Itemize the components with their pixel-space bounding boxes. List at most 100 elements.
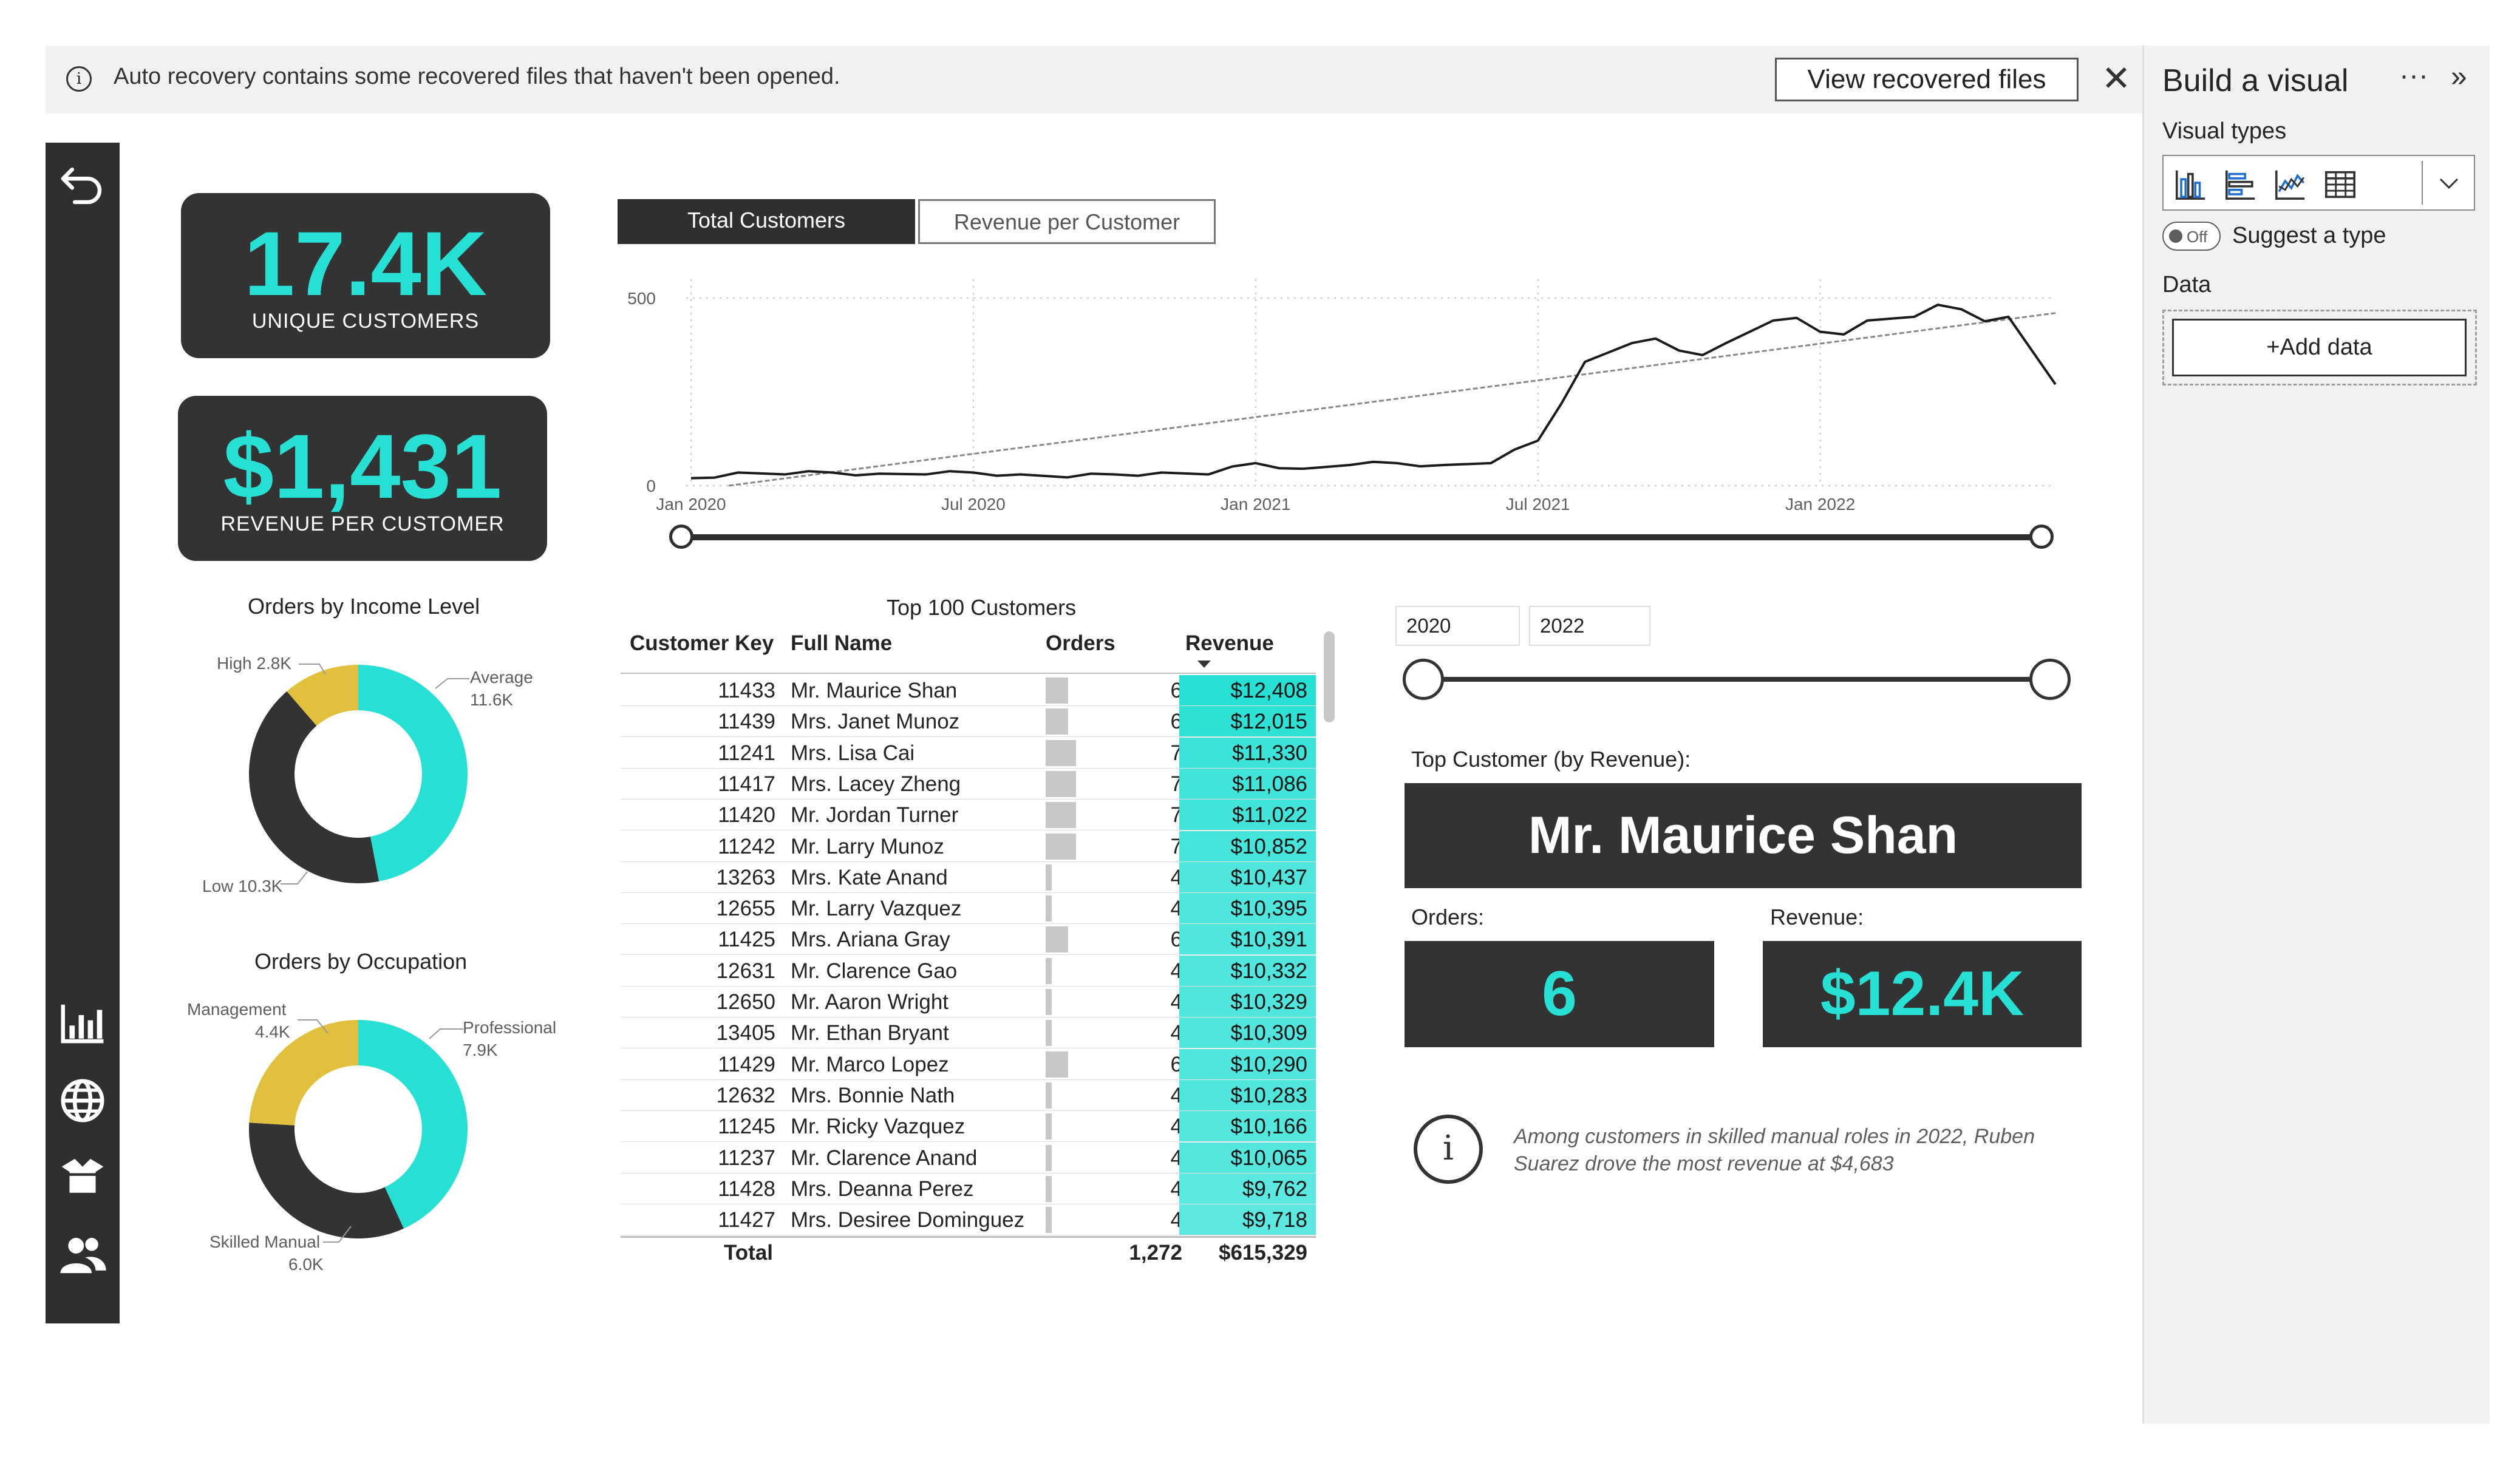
- cell-full-name: Mrs. Kate Anand: [791, 865, 948, 889]
- table-row[interactable]: 11245 Mr. Ricky Vazquez 4 $10,166: [621, 1111, 1316, 1143]
- income-leader-average: [435, 678, 469, 689]
- line-chart-icon[interactable]: [2273, 167, 2308, 202]
- product-box-icon[interactable]: [46, 1147, 120, 1207]
- row-divider: [621, 736, 1316, 738]
- occupation-label-professional: Professional: [463, 1018, 557, 1037]
- table-row[interactable]: 13263 Mrs. Kate Anand 4 $10,437: [621, 861, 1316, 893]
- cell-revenue: $10,065: [1179, 1142, 1316, 1173]
- table-icon[interactable]: [2323, 167, 2358, 202]
- more-options-icon[interactable]: ···: [2399, 59, 2428, 92]
- table-row[interactable]: 12632 Mrs. Bonnie Nath 4 $10,283: [621, 1079, 1316, 1111]
- cell-orders: 4: [1170, 1021, 1182, 1045]
- cell-customer-key: 11425: [718, 928, 775, 952]
- bar-chart-icon[interactable]: [46, 993, 120, 1053]
- cell-orders: 4: [1170, 865, 1182, 889]
- row-divider: [621, 861, 1316, 862]
- date-start-input[interactable]: 2020: [1395, 606, 1520, 646]
- column-header-orders[interactable]: Orders: [1046, 631, 1115, 655]
- visual-types-picker[interactable]: [2162, 155, 2475, 211]
- orders-data-bar: [1046, 1082, 1052, 1109]
- add-data-button[interactable]: +Add data: [2172, 319, 2467, 376]
- table-row[interactable]: 11425 Mrs. Ariana Gray 6 $10,391: [621, 924, 1316, 956]
- orders-data-bar: [1046, 678, 1068, 704]
- occupation-leader-management: [298, 1019, 329, 1034]
- sort-descending-icon: [1197, 661, 1211, 668]
- cell-full-name: Mrs. Janet Munoz: [791, 710, 960, 734]
- insight-text: Among customers in skilled manual roles …: [1514, 1125, 2035, 1175]
- table-row[interactable]: 12631 Mr. Clarence Gao 4 $10,332: [621, 955, 1316, 987]
- tab-total-customers[interactable]: Total Customers: [618, 199, 915, 244]
- top-customer-name: Mr. Maurice Shan: [1528, 806, 1958, 864]
- cell-orders: 7: [1170, 834, 1182, 858]
- table-title: Top 100 Customers: [887, 595, 1077, 620]
- suggest-type-toggle[interactable]: Off: [2162, 222, 2221, 251]
- table-row[interactable]: 11433 Mr. Maurice Shan 6 $12,408: [621, 675, 1316, 706]
- income-label-low: Low 10.3K: [202, 877, 283, 895]
- cell-customer-key: 12650: [716, 990, 775, 1014]
- cell-revenue: $11,022: [1179, 800, 1316, 831]
- cell-customer-key: 11427: [718, 1208, 775, 1232]
- income-donut-title: Orders by Income Level: [248, 594, 480, 619]
- table-row[interactable]: 11237 Mr. Clarence Anand 4 $10,065: [621, 1142, 1316, 1173]
- cell-revenue: $9,718: [1179, 1204, 1316, 1236]
- income-slice-low: [249, 691, 380, 883]
- date-end-input[interactable]: 2022: [1529, 606, 1650, 646]
- back-arrow-icon[interactable]: [46, 155, 120, 216]
- cell-customer-key: 12655: [716, 897, 775, 921]
- cell-full-name: Mr. Clarence Anand: [791, 1146, 978, 1170]
- occupation-label-skilled-value: 6.0K: [288, 1255, 324, 1274]
- orders-data-bar: [1046, 895, 1052, 922]
- column-header-full-name[interactable]: Full Name: [791, 631, 893, 655]
- revenue-per-customer-label: REVENUE PER CUSTOMER: [220, 512, 505, 535]
- unique-customers-label: UNIQUE CUSTOMERS: [251, 310, 480, 333]
- data-label: Data: [2162, 272, 2212, 297]
- table-row[interactable]: 11439 Mrs. Janet Munoz 6 $12,015: [621, 706, 1316, 738]
- cell-customer-key: 13405: [716, 1021, 775, 1045]
- occupation-label-professional-value: 7.9K: [463, 1041, 498, 1059]
- globe-icon[interactable]: [46, 1070, 120, 1131]
- chart-range-end-handle[interactable]: [2029, 525, 2054, 549]
- collapse-pane-icon[interactable]: »: [2451, 61, 2467, 93]
- table-row[interactable]: 11241 Mrs. Lisa Cai 7 $11,330: [621, 737, 1316, 769]
- column-chart-icon[interactable]: [2173, 167, 2208, 202]
- table-row[interactable]: 11427 Mrs. Desiree Dominguez 4 $9,718: [621, 1204, 1316, 1236]
- column-header-customer-key[interactable]: Customer Key: [630, 631, 774, 655]
- chart-range-start-handle[interactable]: [669, 525, 693, 549]
- table-row[interactable]: 11429 Mr. Marco Lopez 6 $10,290: [621, 1048, 1316, 1080]
- date-slider-end-handle[interactable]: [2029, 659, 2071, 700]
- table-row[interactable]: 11420 Mr. Jordan Turner 7 $11,022: [621, 800, 1316, 831]
- data-drop-zone: +Add data: [2162, 310, 2477, 385]
- table-row[interactable]: 11417 Mrs. Lacey Zheng 7 $11,086: [621, 768, 1316, 800]
- cell-revenue: $10,166: [1179, 1111, 1316, 1143]
- cell-customer-key: 11417: [718, 772, 775, 796]
- customers-icon[interactable]: [46, 1224, 120, 1285]
- table-row[interactable]: 12650 Mr. Aaron Wright 4 $10,329: [621, 987, 1316, 1017]
- cell-revenue: $10,283: [1179, 1079, 1316, 1111]
- table-row[interactable]: 11242 Mr. Larry Munoz 7 $10,852: [621, 830, 1316, 862]
- notification-message: Auto recovery contains some recovered fi…: [114, 64, 840, 89]
- table-scrollbar[interactable]: [1324, 631, 1335, 722]
- income-slice-average: [358, 665, 468, 881]
- orders-data-bar: [1046, 1175, 1052, 1202]
- close-icon[interactable]: ✕: [2101, 59, 2131, 98]
- column-header-revenue[interactable]: Revenue: [1185, 631, 1274, 655]
- orders-data-bar: [1046, 1113, 1052, 1140]
- row-divider: [621, 985, 1316, 987]
- cell-revenue: $10,852: [1179, 830, 1316, 862]
- occupation-label-skilled: Skilled Manual: [209, 1232, 321, 1251]
- date-slider-track: [1424, 677, 2049, 682]
- tab-revenue-per-customer[interactable]: Revenue per Customer: [918, 199, 1216, 244]
- orders-data-bar: [1046, 957, 1052, 984]
- table-row[interactable]: 12655 Mr. Larry Vazquez 4 $10,395: [621, 893, 1316, 925]
- chevron-down-icon[interactable]: [2431, 162, 2467, 205]
- cell-customer-key: 11242: [718, 834, 775, 858]
- orders-label: Orders:: [1411, 905, 1485, 929]
- table-row[interactable]: 13405 Mr. Ethan Bryant 4 $10,309: [621, 1017, 1316, 1049]
- table-row[interactable]: 11428 Mrs. Deanna Perez 4 $9,762: [621, 1173, 1316, 1204]
- view-recovered-files-button[interactable]: View recovered files: [1775, 58, 2079, 101]
- revenue-card: $12.4K: [1763, 941, 2082, 1047]
- date-slider-start-handle[interactable]: [1403, 659, 1444, 700]
- toggle-knob: [2169, 229, 2182, 243]
- bar-chart-icon[interactable]: [2223, 167, 2258, 202]
